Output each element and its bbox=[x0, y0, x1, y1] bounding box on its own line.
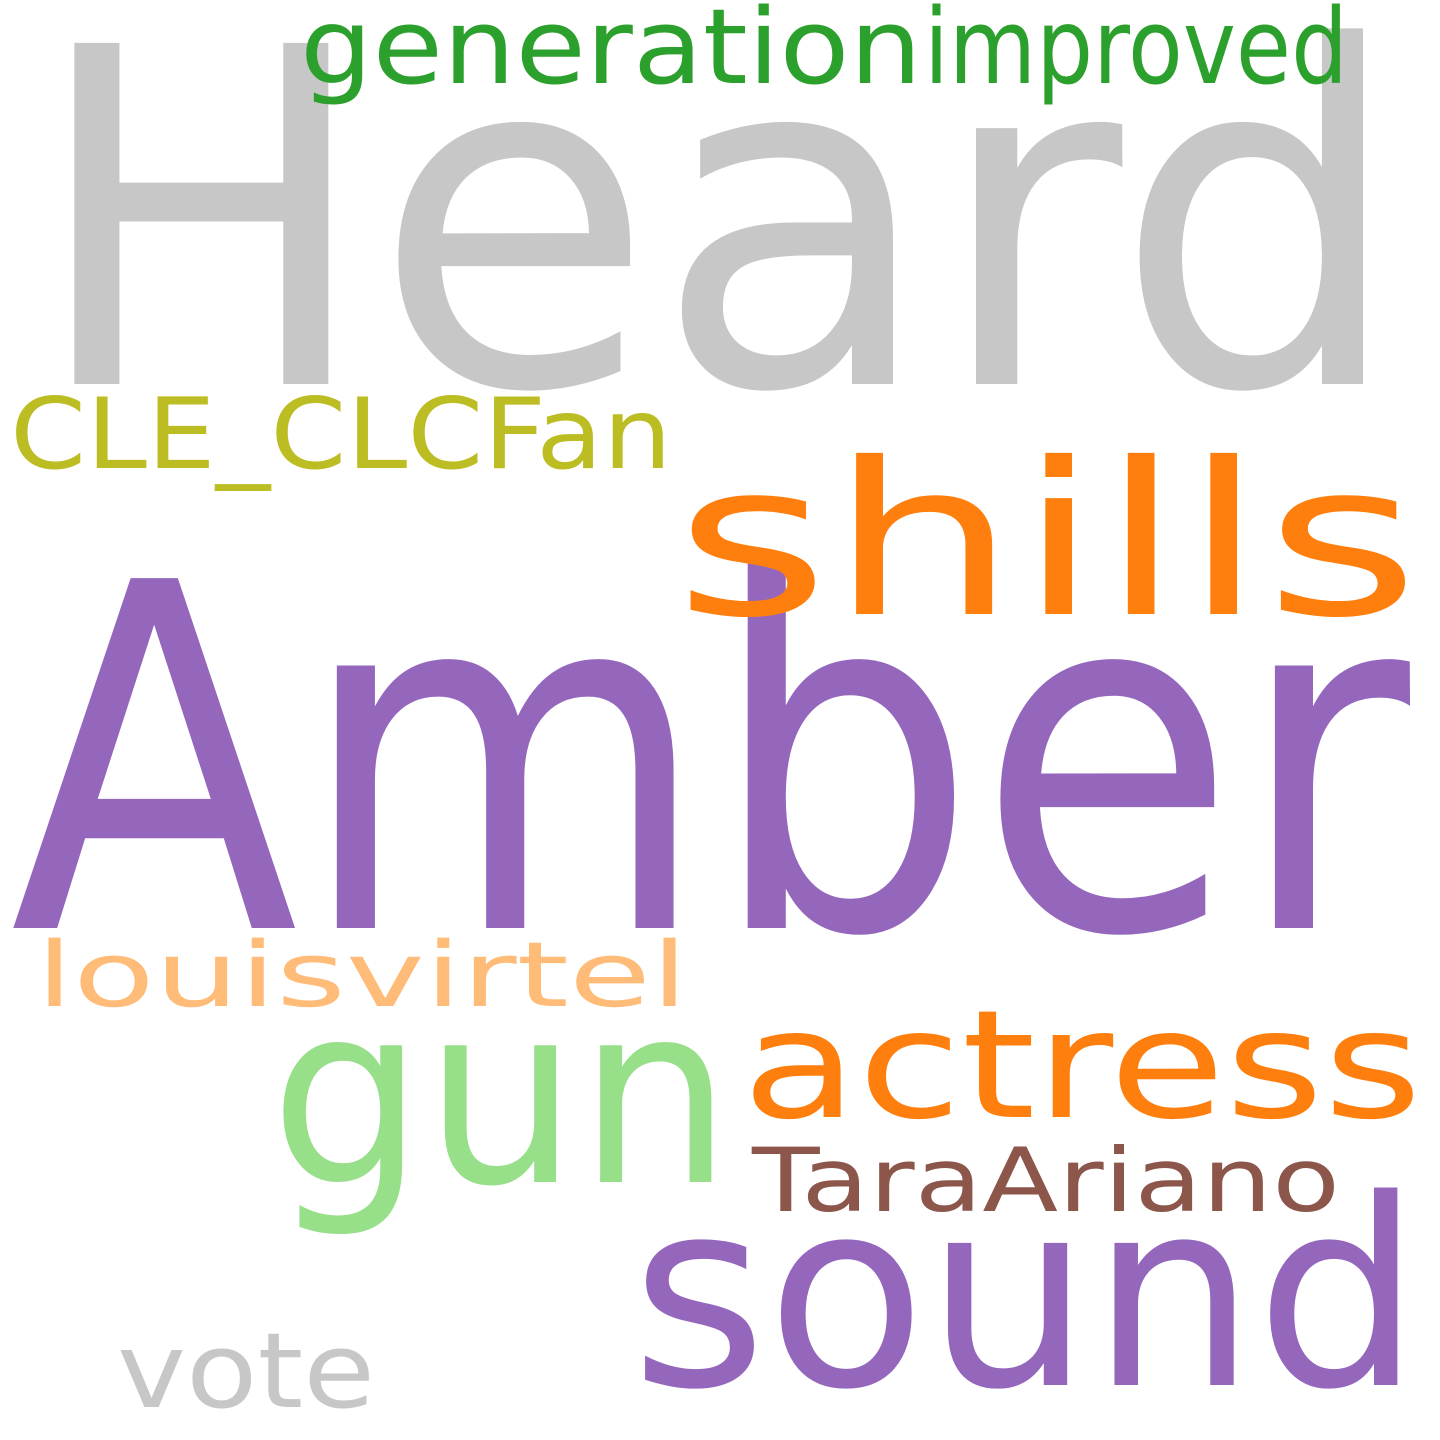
word-amber: Amber bbox=[10, 483, 1415, 1042]
word-actress: actress bbox=[742, 979, 1422, 1153]
word-shills: shills bbox=[675, 417, 1420, 664]
word-louisvirtel: louisvirtel bbox=[36, 923, 688, 1028]
word-heard: Heard bbox=[30, 0, 1405, 495]
word-vote: vote bbox=[117, 1310, 375, 1432]
word-cle-clcfan: CLE_CLCFan bbox=[10, 378, 672, 492]
word-taraariano: TaraAriano bbox=[751, 1129, 1340, 1232]
word-sound: sound bbox=[631, 1145, 1421, 1440]
word-generation: generation bbox=[300, 0, 922, 108]
word-gun: gun bbox=[270, 950, 732, 1241]
word-improved: improved bbox=[924, 0, 1348, 108]
